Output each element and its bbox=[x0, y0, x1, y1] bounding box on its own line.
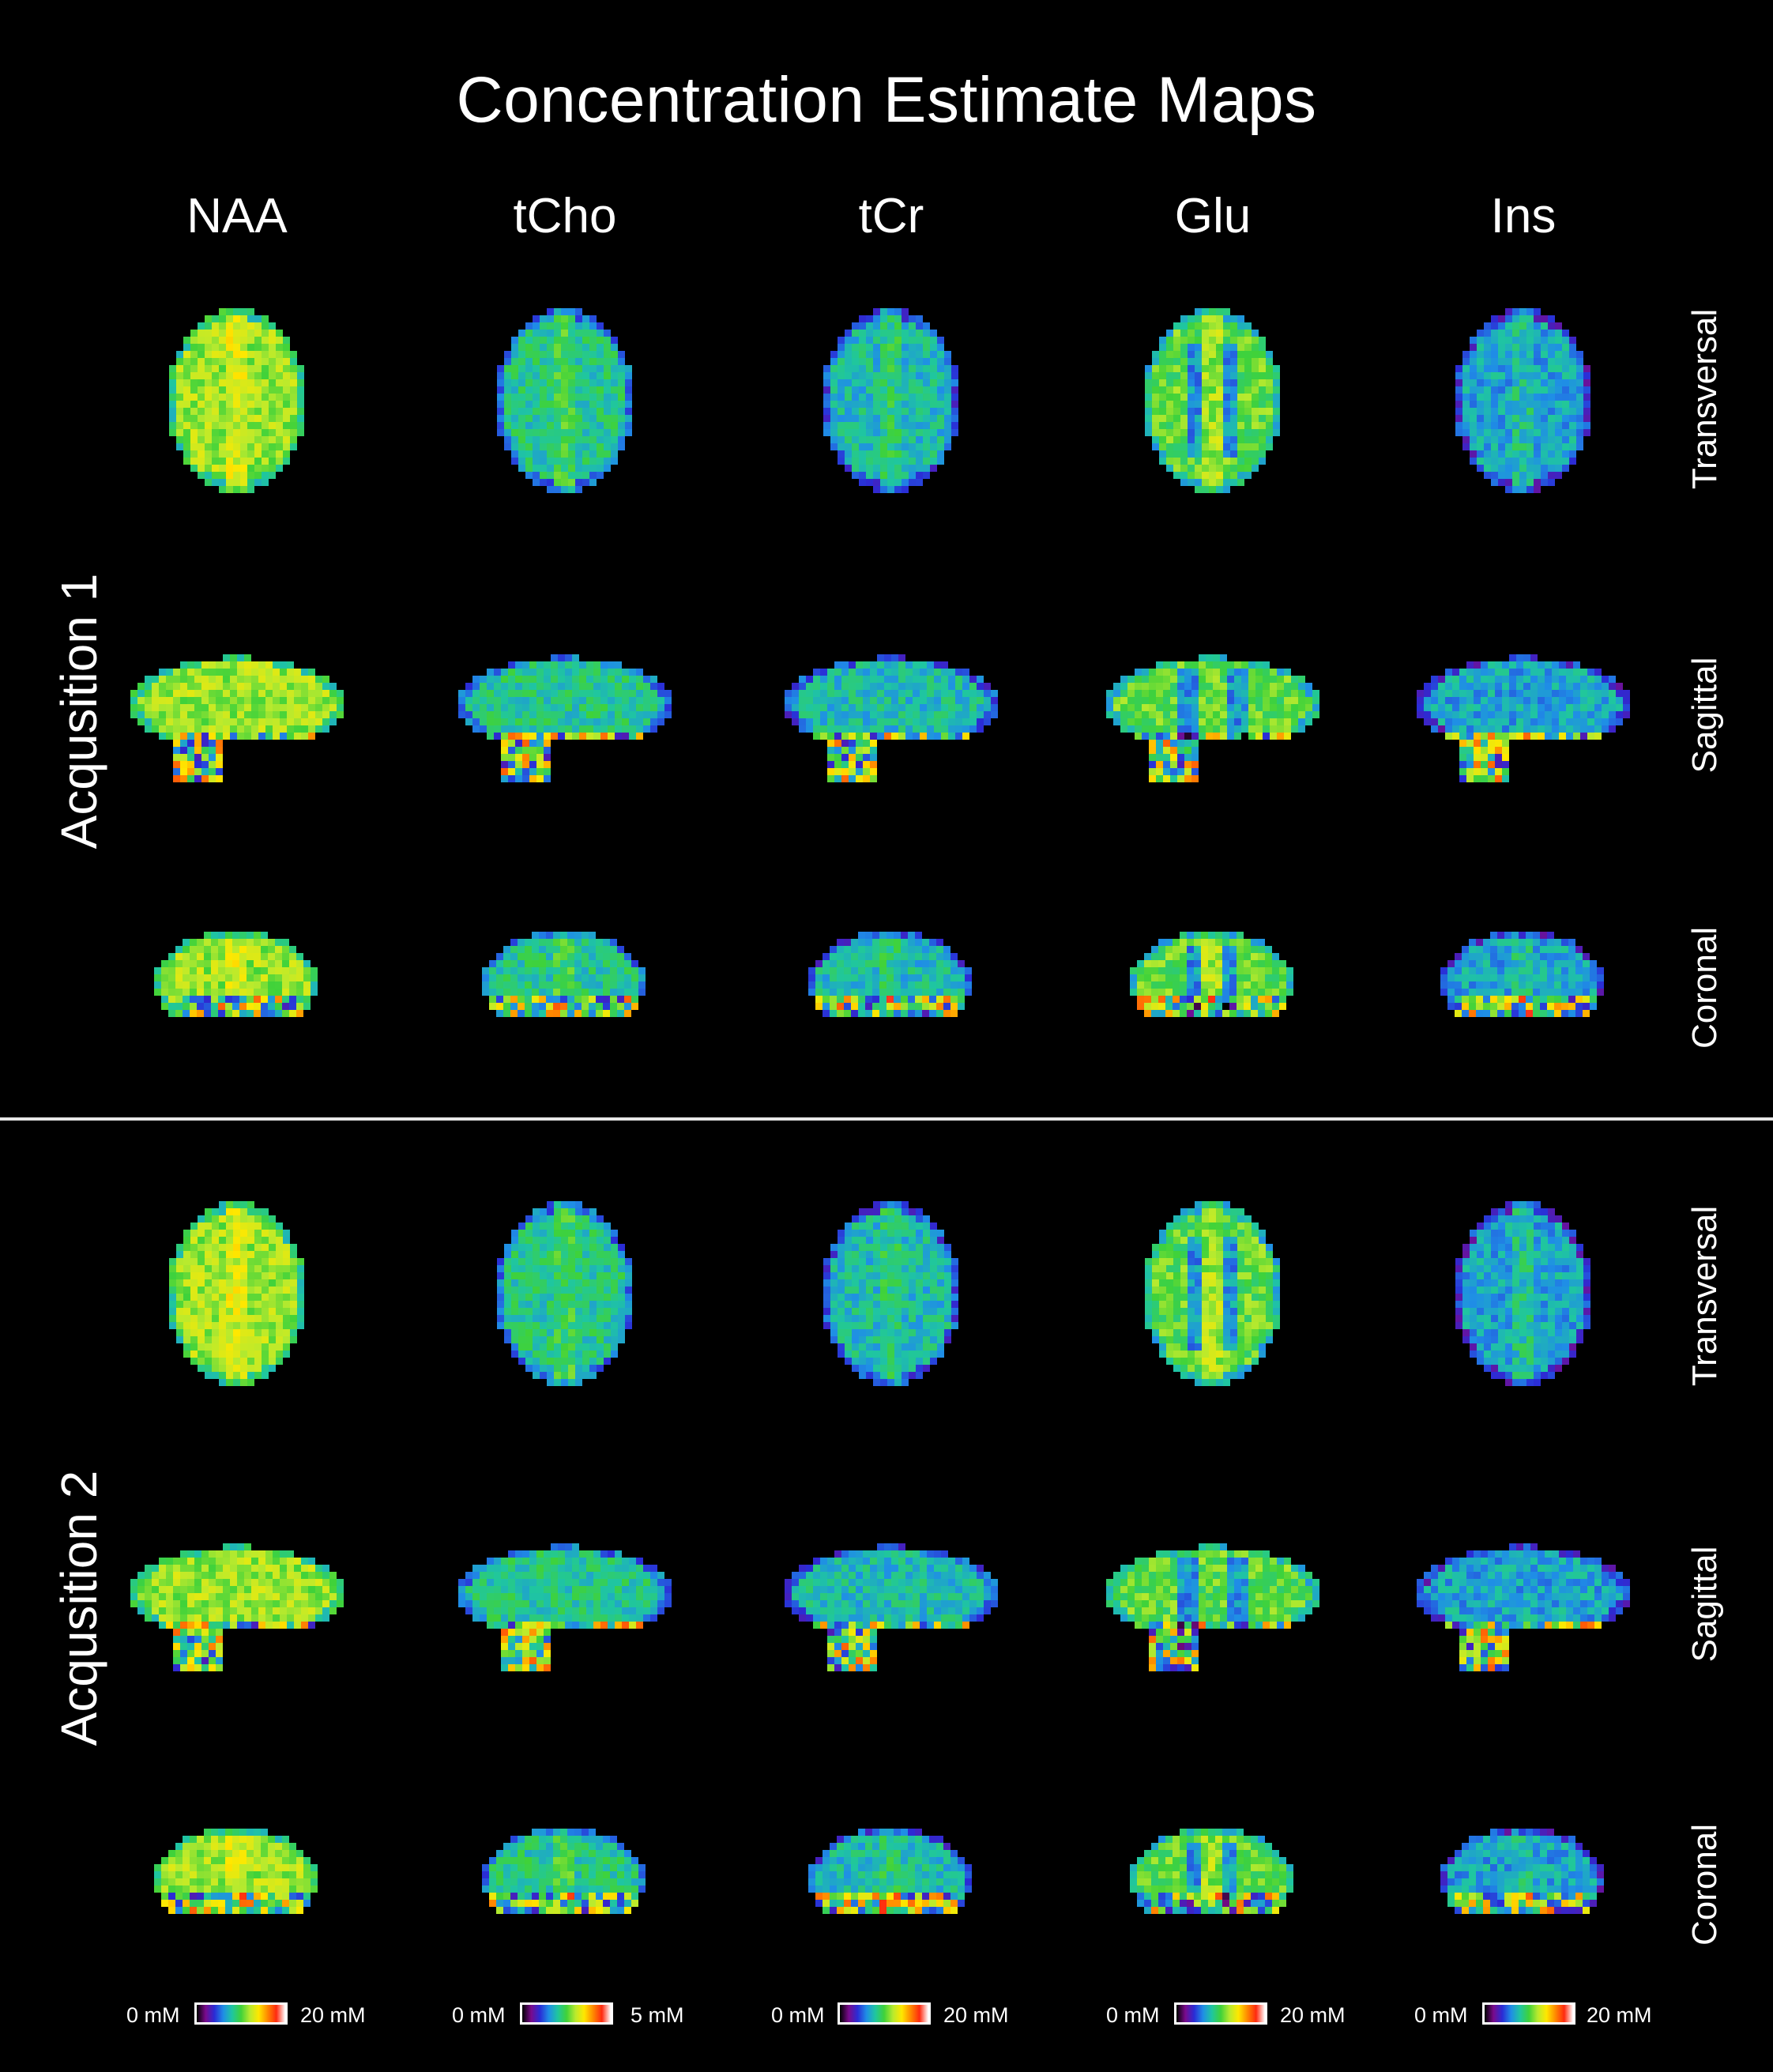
brain-map-ins-transversal-acq1 bbox=[1448, 308, 1598, 498]
column-header-tcho: tCho bbox=[513, 189, 617, 243]
colorbar-tcho-max: 5 mM bbox=[631, 2003, 684, 2027]
colorbar-naa-gradient bbox=[194, 2002, 288, 2025]
colorbar-tcr-max: 20 mM bbox=[943, 2003, 1009, 2027]
acquisition-2-label: Acqusition 2 bbox=[51, 1470, 107, 1746]
colorbar-tcr-min: 0 mM bbox=[771, 2003, 825, 2027]
brain-map-naa-sagittal-acq2 bbox=[130, 1529, 344, 1679]
brain-map-ins-coronal-acq2 bbox=[1440, 1821, 1606, 1948]
brain-map-tcho-transversal-acq1 bbox=[490, 308, 640, 498]
colorbar-glu-gradient bbox=[1174, 2002, 1267, 2025]
brain-map-glu-transversal-acq2 bbox=[1138, 1201, 1288, 1391]
brain-map-tcho-sagittal-acq1 bbox=[458, 640, 672, 790]
brain-map-tcr-coronal-acq1 bbox=[808, 925, 974, 1051]
colorbar-ins-gradient bbox=[1482, 2002, 1575, 2025]
brain-map-ins-coronal-acq1 bbox=[1440, 925, 1606, 1051]
view-label-sagittal-1: Sagittal bbox=[1685, 657, 1724, 774]
brain-map-glu-transversal-acq1 bbox=[1138, 308, 1288, 498]
view-label-coronal-1: Coronal bbox=[1685, 926, 1724, 1049]
brain-map-tcr-sagittal-acq1 bbox=[785, 640, 998, 790]
brain-map-naa-transversal-acq2 bbox=[162, 1201, 312, 1391]
brain-map-tcho-coronal-acq1 bbox=[482, 925, 648, 1051]
view-label-coronal-2: Coronal bbox=[1685, 1823, 1724, 1946]
brain-map-glu-coronal-acq2 bbox=[1130, 1821, 1296, 1948]
acquisition-1-label: Acqusition 1 bbox=[51, 573, 107, 850]
colorbar-naa-min: 0 mM bbox=[126, 2003, 180, 2027]
acquisition-divider bbox=[0, 1117, 1773, 1121]
colorbar-tcr-gradient bbox=[838, 2002, 931, 2025]
brain-map-tcho-sagittal-acq2 bbox=[458, 1529, 672, 1679]
brain-map-glu-sagittal-acq1 bbox=[1106, 640, 1319, 790]
brain-map-glu-sagittal-acq2 bbox=[1106, 1529, 1319, 1679]
brain-map-naa-transversal-acq1 bbox=[162, 308, 312, 498]
colorbar-ins-min: 0 mM bbox=[1414, 2003, 1468, 2027]
brain-map-naa-coronal-acq2 bbox=[154, 1821, 320, 1948]
brain-map-naa-sagittal-acq1 bbox=[130, 640, 344, 790]
view-label-transversal-2: Transversal bbox=[1685, 1205, 1724, 1387]
brain-map-naa-coronal-acq1 bbox=[154, 925, 320, 1051]
brain-map-tcho-transversal-acq2 bbox=[490, 1201, 640, 1391]
brain-map-ins-sagittal-acq2 bbox=[1417, 1529, 1630, 1679]
colorbar-glu-max: 20 mM bbox=[1280, 2003, 1346, 2027]
brain-map-tcr-transversal-acq1 bbox=[816, 308, 966, 498]
column-header-ins: Ins bbox=[1490, 189, 1557, 243]
view-label-transversal-1: Transversal bbox=[1685, 308, 1724, 490]
brain-map-tcho-coronal-acq2 bbox=[482, 1821, 648, 1948]
column-header-naa: NAA bbox=[186, 189, 288, 243]
brain-map-ins-sagittal-acq1 bbox=[1417, 640, 1630, 790]
colorbar-glu-min: 0 mM bbox=[1106, 2003, 1160, 2027]
colorbar-tcho-gradient bbox=[520, 2002, 613, 2025]
brain-map-tcr-coronal-acq2 bbox=[808, 1821, 974, 1948]
colorbar-naa-max: 20 mM bbox=[300, 2003, 366, 2027]
column-header-glu: Glu bbox=[1174, 189, 1252, 243]
view-label-sagittal-2: Sagittal bbox=[1685, 1546, 1724, 1663]
colorbar-tcho-min: 0 mM bbox=[452, 2003, 506, 2027]
brain-map-glu-coronal-acq1 bbox=[1130, 925, 1296, 1051]
brain-map-ins-transversal-acq2 bbox=[1448, 1201, 1598, 1391]
colorbar-ins-max: 20 mM bbox=[1587, 2003, 1652, 2027]
column-header-tcr: tCr bbox=[858, 189, 924, 243]
brain-map-tcr-transversal-acq2 bbox=[816, 1201, 966, 1391]
brain-map-tcr-sagittal-acq2 bbox=[785, 1529, 998, 1679]
figure-title: Concentration Estimate Maps bbox=[456, 64, 1317, 136]
